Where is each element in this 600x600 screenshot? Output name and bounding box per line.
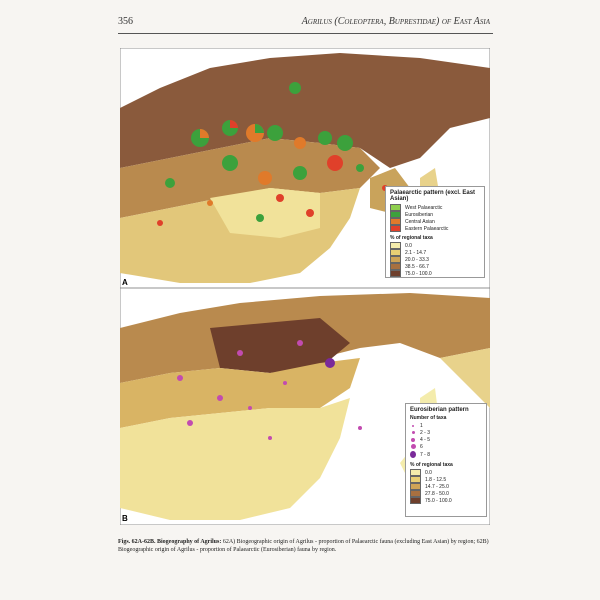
legend-item: 1 (420, 422, 423, 429)
legend-item: Eurosiberian (405, 211, 434, 218)
legend-item: 1.8 - 12.5 (425, 476, 447, 483)
legend-title: Eurosiberian pattern (410, 407, 469, 413)
land-kamchatka (440, 348, 490, 408)
pie (165, 178, 175, 188)
land-south (120, 398, 350, 520)
pie (294, 137, 306, 149)
dot (217, 395, 223, 401)
legend-item: 0.0 (405, 242, 412, 249)
panel-label: B (122, 514, 128, 523)
land-siberia (210, 318, 350, 373)
pie (337, 135, 353, 151)
legend-item: 2 - 3 (420, 429, 431, 436)
legend-item: 0.0 (425, 469, 432, 476)
dot (325, 358, 335, 368)
legend-item: Central Asian (405, 218, 435, 225)
page-number: 356 (118, 16, 133, 27)
legend-item: 4 - 5 (420, 436, 431, 443)
pie (356, 164, 364, 172)
dot (297, 340, 303, 346)
pie (255, 124, 264, 133)
pie (267, 125, 283, 141)
dot (187, 420, 193, 426)
legend-subtitle: % of regional taxa (410, 462, 453, 468)
pie (256, 214, 264, 222)
legend-item: 2.1 - 14.7 (405, 249, 427, 256)
legend-item: 20.0 - 33.3 (405, 256, 429, 263)
dots (177, 340, 362, 440)
pies (157, 82, 388, 226)
legend-item: 75.0 - 100.0 (405, 270, 432, 277)
caption-text: 62A) Biogeographic origin of Agrilus - p… (118, 539, 489, 553)
legend-item: West Palaearctic (405, 204, 443, 211)
legend-title: Palaearctic pattern (excl. East Asian) (390, 190, 476, 202)
legend-b: Eurosiberian pattern Number of taxa 1 2 … (405, 403, 487, 517)
running-title: Agrilus (Coleoptera, Buprestidae) of Eas… (301, 16, 490, 27)
legend-item: Eastern Palaearctic (405, 225, 449, 232)
pie (207, 200, 213, 206)
header-rule (118, 33, 493, 34)
pie (230, 120, 238, 128)
dot (283, 381, 287, 385)
dot (358, 426, 362, 430)
caption-lead: Figs. 62A-62B. Biogeography of Agrilus: (118, 539, 222, 545)
legend-item: 38.5 - 66.7 (405, 263, 429, 270)
pie (289, 82, 301, 94)
pie (318, 131, 332, 145)
legend-subtitle: % of regional taxa (390, 235, 433, 241)
pie (222, 155, 238, 171)
pie (258, 171, 272, 185)
pie (157, 220, 163, 226)
dot (268, 436, 272, 440)
dot (237, 350, 243, 356)
legend-item: 6 (420, 443, 423, 450)
legend-item: 75.0 - 100.0 (425, 497, 452, 504)
land-middle (120, 138, 380, 218)
pie (276, 194, 284, 202)
caption: Figs. 62A-62B. Biogeography of Agrilus: … (118, 538, 493, 554)
dot (248, 406, 252, 410)
land-east (210, 188, 320, 238)
legend-item: 7 - 8 (420, 451, 431, 458)
pie (293, 166, 307, 180)
pie (200, 129, 209, 138)
legend-a: Palaearctic pattern (excl. East Asian) W… (385, 186, 485, 278)
pie (306, 209, 314, 217)
pie (327, 155, 343, 171)
map-a (120, 48, 490, 288)
legend-item: 27.8 - 50.0 (425, 490, 449, 497)
land-north (120, 53, 490, 168)
dot (177, 375, 183, 381)
legend-subtitle: Number of taxa (410, 415, 447, 421)
legend-item: 14.7 - 25.0 (425, 483, 449, 490)
panel-label: A (122, 278, 128, 287)
